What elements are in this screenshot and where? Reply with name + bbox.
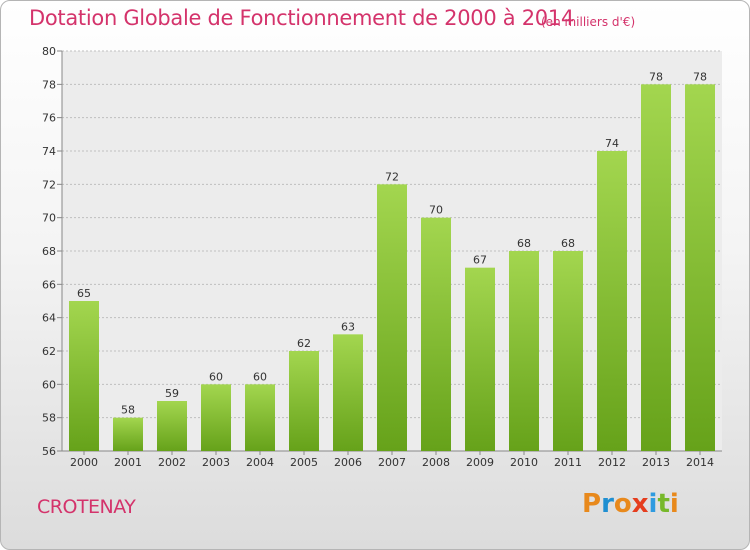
bar bbox=[157, 401, 187, 451]
x-tick-label: 2002 bbox=[158, 456, 186, 469]
bar-value-label: 63 bbox=[341, 320, 355, 333]
bar-value-label: 74 bbox=[605, 137, 619, 150]
logo-letter: P bbox=[582, 489, 602, 519]
bar bbox=[421, 217, 451, 451]
bar bbox=[597, 151, 627, 451]
x-tick-label: 2010 bbox=[510, 456, 538, 469]
bar bbox=[113, 417, 143, 451]
y-tick-label: 76 bbox=[42, 112, 56, 125]
x-tick-label: 2006 bbox=[334, 456, 362, 469]
x-tick-label: 2013 bbox=[642, 456, 670, 469]
logo-letter: x bbox=[631, 489, 649, 519]
x-tick-label: 2012 bbox=[598, 456, 626, 469]
logo-letter: t bbox=[657, 489, 670, 519]
y-tick-label: 58 bbox=[42, 412, 56, 425]
bar bbox=[685, 84, 715, 451]
bar-value-label: 78 bbox=[693, 70, 707, 83]
y-tick-label: 60 bbox=[42, 378, 56, 391]
x-tick-label: 2008 bbox=[422, 456, 450, 469]
x-tick-label: 2009 bbox=[466, 456, 494, 469]
x-tick-label: 2007 bbox=[378, 456, 406, 469]
logo-letter: i bbox=[669, 489, 679, 519]
logo-letter: r bbox=[601, 489, 614, 519]
x-tick-label: 2005 bbox=[290, 456, 318, 469]
x-tick-label: 2011 bbox=[554, 456, 582, 469]
bar bbox=[377, 184, 407, 452]
bar bbox=[289, 351, 319, 451]
y-tick-label: 80 bbox=[42, 45, 56, 58]
y-tick-label: 66 bbox=[42, 278, 56, 291]
bar-value-label: 62 bbox=[297, 337, 311, 350]
x-tick-label: 2001 bbox=[114, 456, 142, 469]
proxiti-logo[interactable]: Proxiti bbox=[582, 489, 679, 519]
y-tick-label: 72 bbox=[42, 178, 56, 191]
x-tick-label: 2003 bbox=[202, 456, 230, 469]
bar bbox=[553, 251, 583, 451]
bar-value-label: 60 bbox=[253, 370, 267, 383]
bar-value-label: 67 bbox=[473, 254, 487, 267]
y-tick-label: 56 bbox=[42, 445, 56, 458]
y-tick-label: 70 bbox=[42, 212, 56, 225]
bar bbox=[333, 334, 363, 451]
y-tick-label: 68 bbox=[42, 245, 56, 258]
logo-letter: o bbox=[613, 489, 632, 519]
bar bbox=[201, 384, 231, 451]
bar-value-label: 68 bbox=[561, 237, 575, 250]
chart-subtitle: (en milliers d'€) bbox=[541, 15, 636, 29]
bar bbox=[245, 384, 275, 451]
y-tick-label: 74 bbox=[42, 145, 56, 158]
bar-value-label: 60 bbox=[209, 370, 223, 383]
bar-value-label: 72 bbox=[385, 170, 399, 183]
bar bbox=[465, 267, 495, 451]
logo-letter: i bbox=[648, 489, 658, 519]
bar-value-label: 68 bbox=[517, 237, 531, 250]
bar-value-label: 65 bbox=[77, 287, 91, 300]
x-tick-label: 2004 bbox=[246, 456, 274, 469]
bar bbox=[641, 84, 671, 451]
bar-value-label: 59 bbox=[165, 387, 179, 400]
bar-value-label: 78 bbox=[649, 70, 663, 83]
x-tick-label: 2014 bbox=[686, 456, 714, 469]
commune-name: CROTENAY bbox=[37, 496, 136, 518]
chart-title: Dotation Globale de Fonctionnement de 20… bbox=[29, 6, 574, 30]
y-tick-label: 78 bbox=[42, 78, 56, 91]
bar bbox=[509, 251, 539, 451]
x-tick-label: 2000 bbox=[70, 456, 98, 469]
y-tick-label: 64 bbox=[42, 312, 56, 325]
bar-value-label: 58 bbox=[121, 404, 135, 417]
bar bbox=[69, 301, 99, 451]
y-tick-label: 62 bbox=[42, 345, 56, 358]
bar-value-label: 70 bbox=[429, 204, 443, 217]
